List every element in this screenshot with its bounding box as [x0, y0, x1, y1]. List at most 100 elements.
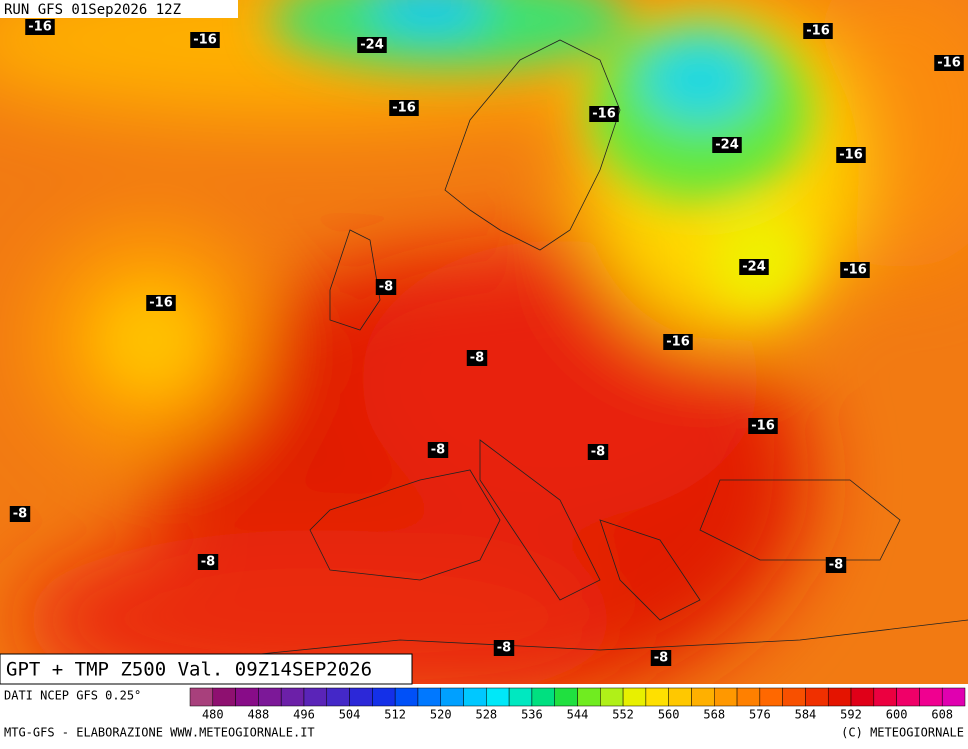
contour-label-text: -8: [431, 443, 445, 458]
contour-label: -8: [825, 557, 847, 573]
footer-right: (C) METEOGIORNALE: [841, 726, 964, 740]
contour-label-text: -16: [839, 148, 863, 163]
colorbar-tick-label: 520: [430, 708, 452, 722]
colorbar-swatch: [622, 687, 647, 707]
contour-label: -16: [840, 262, 870, 278]
colorbar-swatch: [691, 687, 715, 707]
colorbar-swatch: [782, 687, 806, 707]
contour-label: -8: [587, 444, 609, 460]
contour-label-box: [197, 554, 219, 570]
contour-label-box: [190, 32, 220, 48]
colorbar-tick-label: 600: [886, 708, 908, 722]
colorbar-tick-label: 576: [749, 708, 771, 722]
data-source: DATI NCEP GFS 0.25°: [4, 689, 141, 703]
contour-label-box: [825, 557, 847, 573]
colorbar-swatch: [440, 687, 464, 707]
contour-label: -16: [934, 55, 964, 71]
contour-label-box: [934, 55, 964, 71]
contour-label-box: [803, 23, 833, 39]
contour-label: -24: [739, 259, 769, 275]
colorbar-tick-label: 552: [612, 708, 634, 722]
colorbar-swatch: [805, 687, 829, 707]
contour-label: -24: [712, 137, 742, 153]
contour-label-box: [587, 444, 609, 460]
colorbar-swatch: [600, 687, 624, 707]
contour-label: -8: [466, 350, 488, 366]
contour-label-text: -24: [360, 38, 384, 53]
contour-label-text: -16: [937, 56, 961, 71]
colorbar-swatch: [326, 687, 350, 707]
colorbar-swatch: [212, 687, 236, 707]
colorbar-swatch: [372, 687, 396, 707]
colorbar-swatch: [508, 687, 533, 707]
run-label: RUN GFS 01Sep2026 12Z: [4, 2, 181, 18]
contour-label-text: -8: [497, 641, 511, 656]
contour-label-box: [389, 100, 419, 116]
contour-label-box: [427, 442, 449, 458]
colorbar-tick-label: 592: [840, 708, 862, 722]
contour-label: -16: [803, 23, 833, 39]
colorbar-tick-label: 488: [248, 708, 270, 722]
colorbar-swatch: [531, 687, 555, 707]
contour-label-text: -8: [470, 351, 484, 366]
contour-label: -8: [375, 279, 397, 295]
colorbar-tick-label: 560: [658, 708, 680, 722]
contour-label-text: -8: [654, 651, 668, 666]
contour-label: -16: [836, 147, 866, 163]
contour-label-text: -16: [666, 335, 690, 350]
map-field: [0, 0, 968, 684]
colorbar-swatch: [736, 687, 761, 707]
contour-label-box: [739, 259, 769, 275]
contour-label: -8: [427, 442, 449, 458]
contour-label-text: -16: [751, 419, 775, 434]
contour-label-text: -8: [13, 507, 27, 522]
colorbar-swatch: [303, 687, 328, 707]
colorbar-tick-label: 512: [384, 708, 406, 722]
footer-left: MTG-GFS - ELABORAZIONE WWW.METEOGIORNALE…: [4, 726, 315, 740]
contour-label: -8: [650, 650, 672, 666]
colorbar-swatch: [896, 687, 920, 707]
contour-label: -24: [357, 37, 387, 53]
colorbar-swatch: [850, 687, 875, 707]
contour-label-text: -16: [193, 33, 217, 48]
contour-label-box: [146, 295, 176, 311]
colorbar-tick-label: 528: [475, 708, 497, 722]
contour-label-text: -24: [715, 138, 739, 153]
contour-label-box: [650, 650, 672, 666]
colorbar-swatch: [919, 687, 943, 707]
colorbar-tick-label: 568: [703, 708, 725, 722]
colorbar-swatch: [235, 687, 259, 707]
contour-label-box: [712, 137, 742, 153]
colorbar-swatch: [349, 687, 373, 707]
contour-label-box: [748, 418, 778, 434]
contour-label-text: -16: [392, 101, 416, 116]
contour-label-box: [357, 37, 387, 53]
contour-label-box: [836, 147, 866, 163]
contour-label: -16: [25, 19, 55, 35]
colorbar-tick-label: 544: [567, 708, 589, 722]
contour-label-box: [589, 106, 619, 122]
colorbar-swatch: [463, 687, 487, 707]
contour-label-text: -16: [843, 263, 867, 278]
colorbar-swatch: [258, 687, 282, 707]
contour-label-box: [493, 640, 515, 656]
colorbar-swatch: [873, 687, 897, 707]
colorbar-swatch: [668, 687, 692, 707]
contour-label: -8: [493, 640, 515, 656]
contour-label: -16: [389, 100, 419, 116]
contour-label: -16: [748, 418, 778, 434]
contour-label-box: [375, 279, 397, 295]
contour-label-text: -16: [806, 24, 830, 39]
contour-label-box: [466, 350, 488, 366]
colorbar-tick-label: 608: [931, 708, 953, 722]
contour-label: -8: [197, 554, 219, 570]
colorbar: 480 488 496 504 512 520 528 536 544 552 560 568 576 5…: [189, 687, 966, 722]
contour-label-box: [663, 334, 693, 350]
contour-label-box: [25, 19, 55, 35]
colorbar-swatch: [577, 687, 601, 707]
contour-label-text: -16: [28, 20, 52, 35]
colorbar-swatch: [189, 687, 214, 707]
contour-label-text: -8: [201, 555, 215, 570]
colorbar-swatch: [280, 687, 305, 707]
